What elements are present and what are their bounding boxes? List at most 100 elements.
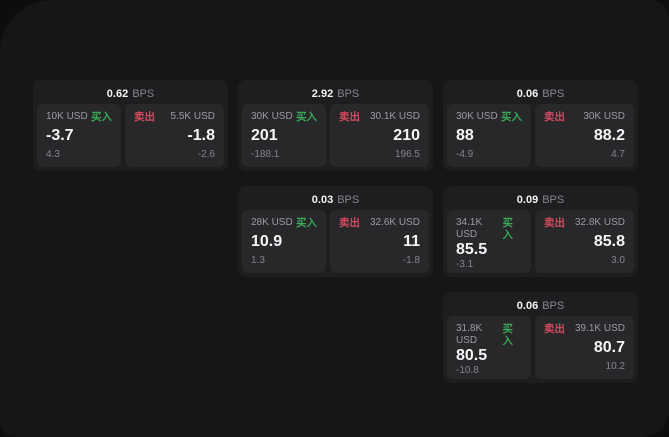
buy-amount: 30K USD	[251, 111, 293, 122]
sell-delta: 196.5	[394, 149, 420, 160]
card-header: 0.06 BPS	[447, 84, 634, 104]
sell-amount: 30.1K USD	[369, 111, 420, 122]
buy-top-row: 28K USD 买入	[251, 217, 317, 229]
sell-top-row: 卖出 5.5K USD	[134, 111, 215, 123]
bps-value: 2.92	[311, 88, 334, 100]
buy-amount: 30K USD	[456, 111, 498, 122]
sell-panel[interactable]: 卖出 30K USD 88.2 4.7	[535, 104, 634, 167]
buy-panel[interactable]: 28K USD 买入 10.9 1.3	[242, 210, 326, 273]
buy-tag: 买入	[502, 323, 513, 347]
bps-value: 0.62	[106, 88, 129, 100]
quote-panels: 28K USD 买入 10.9 1.3 卖出 32.6K USD 11 -1.8	[242, 210, 429, 273]
sell-tag: 卖出	[544, 323, 565, 335]
quote-card: 0.06 BPS 31.8K USD 买入 80.5 -10.8 卖	[443, 292, 638, 383]
bps-value: 0.06	[516, 300, 539, 312]
sell-tag: 卖出	[134, 111, 155, 123]
buy-tag: 买入	[501, 111, 522, 123]
buy-amount: 31.8K USD	[456, 323, 483, 346]
buy-delta: 4.3	[46, 149, 60, 160]
sell-panel[interactable]: 卖出 32.6K USD 11 -1.8	[330, 210, 429, 273]
sell-delta: 4.7	[611, 149, 625, 160]
sell-price: 80.7	[593, 339, 625, 356]
sell-tag: 卖出	[544, 217, 565, 229]
sell-top-row: 卖出 39.1K USD	[544, 323, 625, 335]
quote-card: 0.09 BPS 34.1K USD 买入 85.5 -3.1 卖出	[443, 186, 638, 277]
bps-unit-label: BPS	[542, 194, 565, 206]
sell-tag: 卖出	[339, 217, 360, 229]
buy-panel[interactable]: 31.8K USD 买入 80.5 -10.8	[447, 316, 531, 379]
buy-panel[interactable]: 10K USD 买入 -3.7 4.3	[37, 104, 121, 167]
quote-panels: 10K USD 买入 -3.7 4.3 卖出 5.5K USD -1.8 -2.…	[37, 104, 224, 167]
quote-panels: 30K USD 买入 88 -4.9 卖出 30K USD 88.2 4.7	[447, 104, 634, 167]
sell-price: 85.8	[593, 233, 625, 250]
quote-card: 0.62 BPS 10K USD 买入 -3.7 4.3 卖出	[33, 80, 228, 171]
bps-unit-label: BPS	[337, 88, 360, 100]
bps-unit-label: BPS	[337, 194, 360, 206]
sell-price: -1.8	[187, 127, 215, 144]
sell-tag: 卖出	[544, 111, 565, 123]
sell-delta: -2.6	[197, 149, 215, 160]
buy-amount: 10K USD	[46, 111, 88, 122]
card-header: 0.62 BPS	[37, 84, 224, 104]
buy-top-row: 30K USD 买入	[456, 111, 522, 123]
quote-card: 2.92 BPS 30K USD 买入 201 -188.1 卖出	[238, 80, 433, 171]
sell-price: 11	[403, 233, 420, 250]
quote-panels: 31.8K USD 买入 80.5 -10.8 卖出 39.1K USD 80.…	[447, 316, 634, 379]
buy-delta: -10.8	[456, 365, 479, 376]
bps-unit-label: BPS	[542, 88, 565, 100]
sell-delta: 3.0	[611, 255, 625, 266]
bps-unit-label: BPS	[132, 88, 155, 100]
card-header: 0.06 BPS	[447, 296, 634, 316]
buy-top-row: 34.1K USD 买入	[456, 217, 522, 241]
sell-panel[interactable]: 卖出 39.1K USD 80.7 10.2	[535, 316, 634, 379]
sell-delta: -1.8	[402, 255, 420, 266]
buy-tag: 买入	[502, 217, 513, 241]
buy-price: -3.7	[46, 127, 74, 144]
sell-amount: 30K USD	[583, 111, 625, 122]
bps-value: 0.03	[311, 194, 334, 206]
sell-top-row: 卖出 32.6K USD	[339, 217, 420, 229]
sell-top-row: 卖出 32.8K USD	[544, 217, 625, 229]
buy-top-row: 30K USD 买入	[251, 111, 317, 123]
sell-panel[interactable]: 卖出 30.1K USD 210 196.5	[330, 104, 429, 167]
buy-delta: -188.1	[251, 149, 280, 160]
bps-value: 0.09	[516, 194, 539, 206]
sell-panel[interactable]: 卖出 32.8K USD 85.8 3.0	[535, 210, 634, 273]
quote-card: 0.06 BPS 30K USD 买入 88 -4.9 卖出	[443, 80, 638, 171]
buy-delta: -3.1	[456, 259, 474, 270]
quote-panels: 30K USD 买入 201 -188.1 卖出 30.1K USD 210 1…	[242, 104, 429, 167]
sell-tag: 卖出	[339, 111, 360, 123]
buy-tag: 买入	[91, 111, 112, 123]
card-header: 0.09 BPS	[447, 190, 634, 210]
buy-delta: -4.9	[456, 149, 474, 160]
sell-amount: 39.1K USD	[574, 323, 625, 334]
buy-price: 201	[251, 127, 278, 144]
sell-amount: 32.8K USD	[574, 217, 625, 228]
sell-delta: 10.2	[605, 361, 625, 372]
bps-value: 0.06	[516, 88, 539, 100]
buy-tag: 买入	[296, 217, 317, 229]
buy-top-row: 31.8K USD 买入	[456, 323, 522, 347]
buy-price: 85.5	[456, 241, 488, 258]
sell-amount: 32.6K USD	[369, 217, 420, 228]
buy-delta: 1.3	[251, 255, 265, 266]
buy-tag: 买入	[296, 111, 317, 123]
quote-panels: 34.1K USD 买入 85.5 -3.1 卖出 32.8K USD 85.8…	[447, 210, 634, 273]
buy-price: 80.5	[456, 347, 488, 364]
buy-panel[interactable]: 30K USD 买入 201 -188.1	[242, 104, 326, 167]
buy-price: 88	[456, 127, 474, 144]
sell-amount: 5.5K USD	[170, 111, 215, 122]
quote-cards-grid: 0.62 BPS 10K USD 买入 -3.7 4.3 卖出	[33, 80, 638, 383]
buy-panel[interactable]: 30K USD 买入 88 -4.9	[447, 104, 531, 167]
sell-top-row: 卖出 30.1K USD	[339, 111, 420, 123]
buy-amount: 28K USD	[251, 217, 293, 228]
card-header: 0.03 BPS	[242, 190, 429, 210]
buy-panel[interactable]: 34.1K USD 买入 85.5 -3.1	[447, 210, 531, 273]
sell-price: 88.2	[593, 127, 625, 144]
bps-unit-label: BPS	[542, 300, 565, 312]
buy-amount: 34.1K USD	[456, 217, 483, 240]
sell-panel[interactable]: 卖出 5.5K USD -1.8 -2.6	[125, 104, 224, 167]
buy-top-row: 10K USD 买入	[46, 111, 112, 123]
